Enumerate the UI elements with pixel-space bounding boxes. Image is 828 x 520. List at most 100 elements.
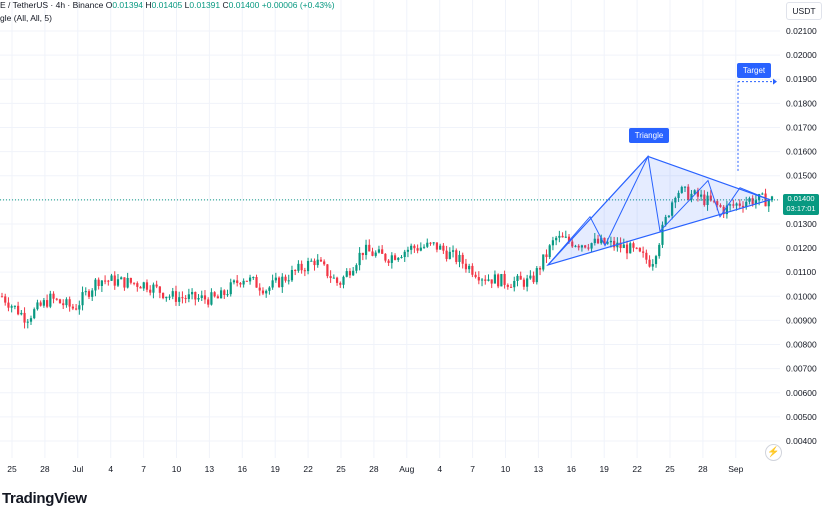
candle-body xyxy=(413,245,416,249)
open-value: 0.01394 xyxy=(112,0,144,10)
y-tick-label: 0.02000 xyxy=(786,50,817,60)
candle-body xyxy=(687,186,690,200)
candle-body xyxy=(629,243,632,254)
candle-body xyxy=(39,302,42,306)
candle-body xyxy=(258,287,261,291)
candle-body xyxy=(377,249,381,253)
candle-body xyxy=(538,268,542,270)
x-tick-label: 7 xyxy=(141,464,146,474)
candle-body xyxy=(113,275,116,286)
x-axis: 25 28 Jul 4 7 10 13 16 19 22 25 28 Aug 4 7 10 13 16 19 22 25… xyxy=(7,464,743,474)
close-label: C xyxy=(222,0,229,10)
candle-body xyxy=(120,277,123,280)
candle-body xyxy=(303,270,306,272)
candle-body xyxy=(0,296,4,298)
open-label: O xyxy=(105,0,113,10)
high-label: H xyxy=(145,0,152,10)
candle-body xyxy=(216,296,219,299)
candle-body xyxy=(239,283,242,285)
candle-body xyxy=(584,245,587,248)
candle-body xyxy=(339,282,342,285)
x-tick-label: 22 xyxy=(303,464,313,474)
x-tick-label: 25 xyxy=(336,464,346,474)
x-tick-label: 28 xyxy=(369,464,379,474)
candle-body xyxy=(152,284,155,293)
candle-body xyxy=(17,305,20,315)
candle-body xyxy=(371,251,374,256)
candle-body xyxy=(403,251,406,258)
candle-body xyxy=(332,277,335,279)
candle-body xyxy=(596,238,600,244)
candle-body xyxy=(516,275,519,281)
candles xyxy=(0,184,774,329)
candle-body xyxy=(677,192,680,198)
target-arrow xyxy=(773,78,777,85)
candle-body xyxy=(62,303,65,306)
candle-body xyxy=(519,275,522,280)
candle-body xyxy=(439,245,442,250)
x-tick-label: 25 xyxy=(7,464,17,474)
lightning-bolt-icon[interactable]: ⚡ xyxy=(765,444,782,461)
candle-body xyxy=(619,242,622,249)
candle-body xyxy=(194,291,197,300)
candle-body xyxy=(4,296,7,303)
candle-body xyxy=(477,277,480,281)
indicator-legend[interactable]: gle (All, All, 5) xyxy=(0,13,52,23)
candle-body xyxy=(271,280,274,288)
triangle-callout[interactable]: Triangle xyxy=(629,128,669,143)
candle-body xyxy=(451,250,455,252)
candle-body xyxy=(732,204,735,206)
candle-body xyxy=(474,274,477,278)
candle-body xyxy=(145,282,149,290)
close-value: 0.01400 xyxy=(228,0,260,10)
candle-body xyxy=(587,247,590,249)
candle-body xyxy=(767,200,770,207)
target-callout[interactable]: Target xyxy=(737,63,771,78)
candle-body xyxy=(87,291,91,297)
y-tick-label: 0.01000 xyxy=(786,291,817,301)
candle-body xyxy=(294,270,297,272)
candle-body xyxy=(55,298,58,300)
candle-body xyxy=(671,202,674,216)
price-tag-value: 0.01400 xyxy=(787,194,815,203)
candle-body xyxy=(261,290,265,294)
candle-body xyxy=(406,249,410,252)
candle-body xyxy=(468,265,471,270)
candle-body xyxy=(574,245,577,247)
candle-body xyxy=(661,224,664,245)
low-label: L xyxy=(184,0,190,10)
candle-body xyxy=(513,280,516,288)
candle-body xyxy=(709,195,712,201)
currency-button[interactable]: USDT xyxy=(786,2,822,20)
y-tick-label: 0.01700 xyxy=(786,122,817,132)
x-tick-label: 25 xyxy=(665,464,675,474)
candle-body xyxy=(564,236,567,238)
candle-body xyxy=(219,290,223,299)
candle-body xyxy=(29,318,33,322)
x-tick-label: 28 xyxy=(40,464,50,474)
pattern-zigzag xyxy=(547,154,771,266)
candle-body xyxy=(381,249,384,254)
candle-body xyxy=(696,190,699,197)
candle-body xyxy=(632,243,635,248)
candle-body xyxy=(509,286,513,288)
candle-body xyxy=(142,282,145,289)
candle-body xyxy=(255,277,258,288)
candle-body xyxy=(158,286,161,293)
candle-body xyxy=(203,295,207,300)
candle-body xyxy=(326,264,329,277)
y-tick-label: 0.01500 xyxy=(786,171,817,181)
candle-body xyxy=(545,254,548,258)
candle-body xyxy=(622,244,625,249)
candle-body xyxy=(290,270,294,281)
price-tag-countdown: 03:17:01 xyxy=(786,204,816,213)
candle-body xyxy=(181,297,184,299)
x-tick-label: Jul xyxy=(72,464,83,474)
candle-body xyxy=(136,283,139,287)
candle-body xyxy=(10,306,13,308)
candle-body xyxy=(223,290,226,296)
candle-body xyxy=(268,287,271,291)
candle-body xyxy=(26,321,29,323)
candle-body xyxy=(551,240,555,246)
